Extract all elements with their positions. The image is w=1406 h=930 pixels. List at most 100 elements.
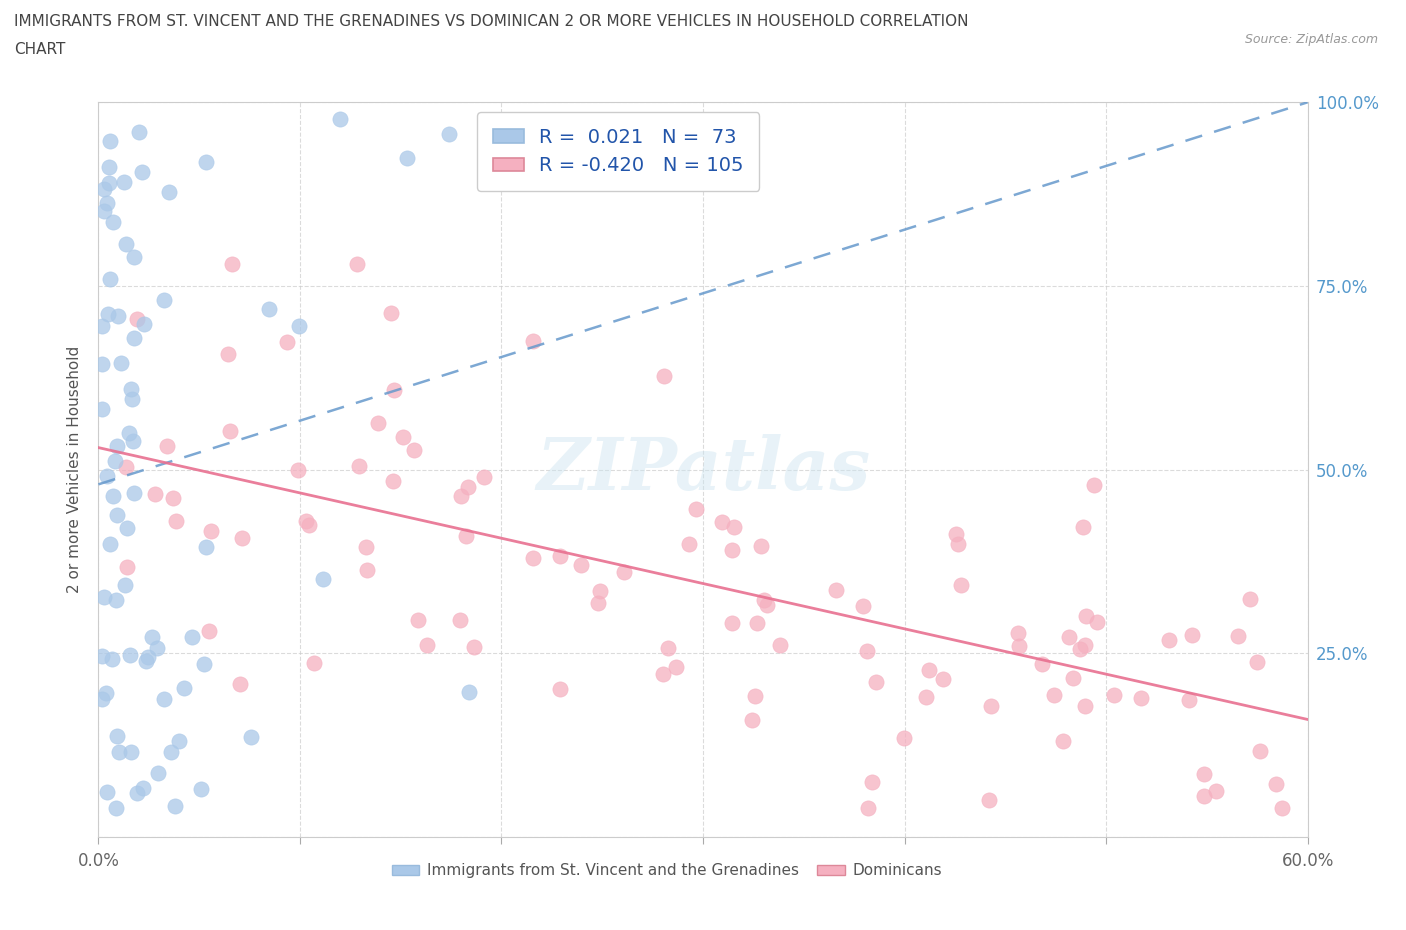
Point	[93, 590, 115, 604]
Point	[122, 330, 145, 345]
Point	[287, 462, 309, 477]
Point	[112, 175, 135, 190]
Point	[1087, 615, 1109, 630]
Point	[613, 565, 636, 579]
Point	[472, 469, 495, 484]
Point	[1062, 671, 1084, 685]
Point	[1073, 637, 1095, 652]
Point	[450, 489, 472, 504]
Point	[396, 150, 419, 165]
Point	[685, 501, 707, 516]
Point	[752, 592, 775, 607]
Point	[122, 249, 145, 264]
Point	[1181, 628, 1204, 643]
Point	[755, 598, 778, 613]
Point	[97, 176, 120, 191]
Point	[949, 578, 972, 592]
Point	[769, 638, 792, 653]
Point	[1194, 789, 1216, 804]
Point	[402, 443, 425, 458]
Point	[678, 537, 700, 551]
Y-axis label: 2 or more Vehicles in Household: 2 or more Vehicles in Household	[67, 346, 83, 593]
Point	[169, 733, 191, 748]
Point	[105, 439, 128, 454]
Point	[173, 681, 195, 696]
Point	[1194, 766, 1216, 781]
Point	[382, 383, 405, 398]
Point	[918, 663, 941, 678]
Point	[121, 392, 143, 406]
Point	[108, 745, 131, 760]
Text: ZIPatlas: ZIPatlas	[536, 434, 870, 505]
Point	[744, 689, 766, 704]
Point	[131, 165, 153, 179]
Point	[105, 728, 128, 743]
Point	[156, 439, 179, 454]
Point	[665, 659, 688, 674]
Point	[124, 485, 146, 500]
Point	[416, 637, 439, 652]
Point	[153, 293, 176, 308]
Point	[1157, 632, 1180, 647]
Point	[456, 529, 478, 544]
Legend: Immigrants from St. Vincent and the Grenadines, Dominicans: Immigrants from St. Vincent and the Gren…	[385, 857, 948, 884]
Point	[1227, 629, 1250, 644]
Point	[1205, 783, 1227, 798]
Point	[948, 536, 970, 551]
Point	[406, 613, 429, 628]
Point	[231, 530, 253, 545]
Point	[1069, 642, 1091, 657]
Point	[190, 782, 212, 797]
Point	[356, 563, 378, 578]
Point	[721, 616, 744, 631]
Point	[522, 333, 544, 348]
Point	[218, 424, 240, 439]
Point	[463, 640, 485, 655]
Point	[104, 454, 127, 469]
Point	[651, 666, 673, 681]
Point	[945, 527, 967, 542]
Point	[329, 112, 352, 126]
Point	[1007, 625, 1029, 640]
Point	[128, 125, 150, 140]
Point	[228, 676, 250, 691]
Point	[1271, 800, 1294, 815]
Point	[392, 430, 415, 445]
Point	[115, 560, 138, 575]
Point	[135, 654, 157, 669]
Point	[347, 458, 370, 473]
Point	[90, 356, 112, 371]
Point	[153, 692, 176, 707]
Point	[367, 416, 389, 431]
Point	[105, 593, 128, 608]
Point	[915, 689, 938, 704]
Point	[298, 517, 321, 532]
Point	[115, 236, 138, 251]
Point	[96, 785, 118, 800]
Point	[101, 488, 124, 503]
Point	[125, 785, 148, 800]
Point	[893, 731, 915, 746]
Point	[745, 616, 768, 631]
Point	[1074, 698, 1097, 713]
Point	[304, 656, 326, 671]
Point	[90, 648, 112, 663]
Point	[1083, 478, 1105, 493]
Point	[1239, 591, 1261, 606]
Point	[294, 513, 316, 528]
Point	[97, 307, 120, 322]
Point	[652, 369, 675, 384]
Point	[449, 613, 471, 628]
Point	[98, 537, 121, 551]
Point	[380, 305, 402, 320]
Point	[91, 319, 114, 334]
Point	[115, 521, 138, 536]
Point	[101, 652, 124, 667]
Point	[1102, 688, 1125, 703]
Point	[860, 775, 883, 790]
Point	[354, 539, 377, 554]
Point	[118, 647, 141, 662]
Point	[165, 513, 187, 528]
Point	[1265, 777, 1288, 791]
Point	[96, 195, 118, 210]
